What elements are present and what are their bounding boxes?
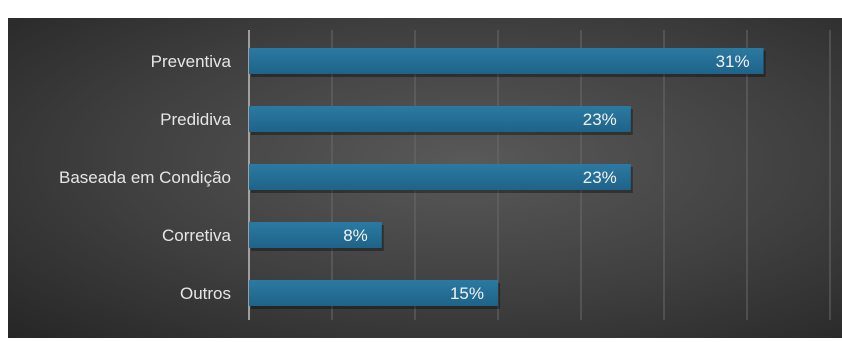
bar-corretiva [249,222,382,248]
labels: Preventiva 31% Predidiva 23% Baseada em Cond… [59,52,750,303]
value-label: 31% [716,52,750,71]
category-label: Preventiva [151,52,232,71]
bar-predidiva [249,106,631,132]
category-label: Corretiva [162,226,232,245]
category-label: Predidiva [160,110,231,129]
value-label: 23% [583,110,617,129]
bar-baseada-em-condi-o [249,164,631,190]
bar-outros [249,280,498,306]
value-label: 23% [583,168,617,187]
value-label: 15% [450,284,484,303]
category-label: Outros [180,284,231,303]
value-label: 8% [343,226,368,245]
bar-preventiva [249,48,764,74]
bars [249,48,766,309]
category-label: Baseada em Condição [59,168,231,187]
